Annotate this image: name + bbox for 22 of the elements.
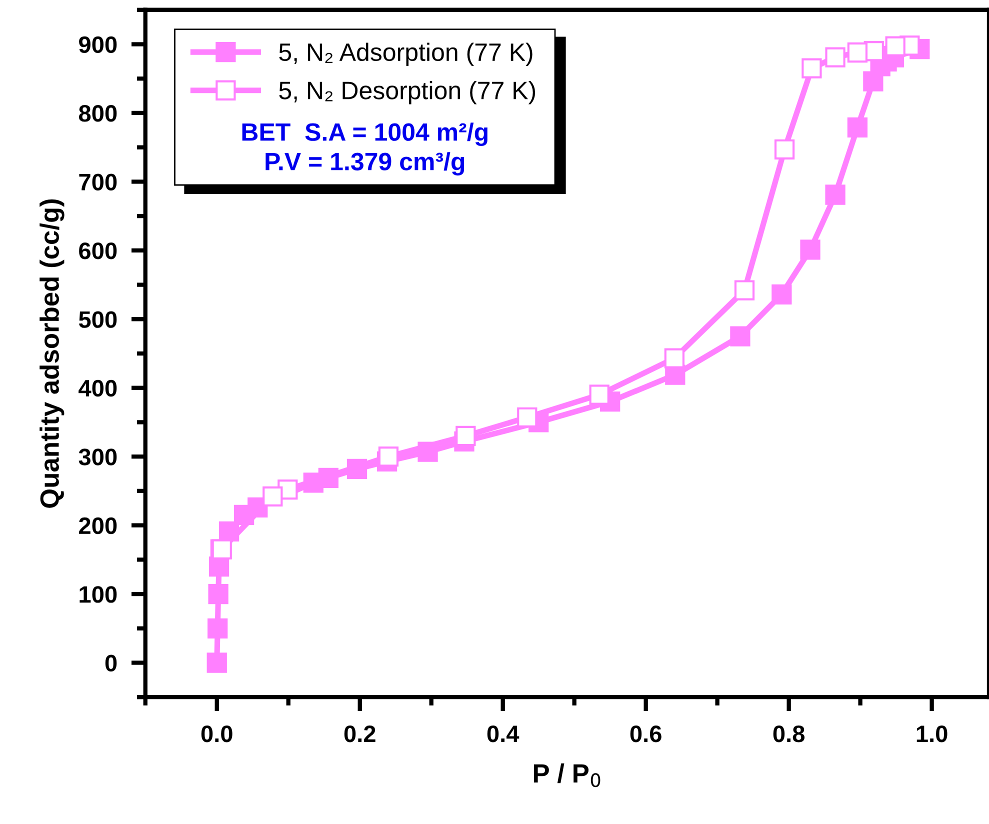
- x-tick-label: 0.2: [344, 726, 376, 742]
- y-tick-label: 300: [78, 448, 117, 466]
- legend-label: 5, N₂ Adsorption (77 K): [279, 42, 532, 66]
- x-tick-label: 0.4: [487, 726, 520, 742]
- y-tick-label: 100: [80, 586, 117, 603]
- y-axis-title: Quantity adsorbed (cc/g): [40, 199, 64, 508]
- x-tick-label: 1.0: [916, 726, 948, 742]
- y-tick-label: 400: [78, 380, 117, 397]
- y-tick-label: 900: [79, 36, 117, 54]
- y-tick-label: 200: [79, 517, 117, 534]
- y-tick-label: 800: [78, 105, 117, 122]
- annotation: P.V = 1.379 cm³/g: [266, 152, 464, 176]
- x-tick-label: 0.8: [773, 726, 805, 742]
- x-tick-label: 0.0: [201, 726, 232, 742]
- x-axis-title: P / P$_{0}$: [534, 763, 600, 788]
- y-tick-label: 500: [78, 311, 117, 328]
- annotation: BET S.A = 1004 m²/g: [242, 122, 488, 146]
- y-tick-label: 0: [105, 654, 117, 672]
- legend-label: 5, N₂ Desorption (77 K): [279, 81, 536, 104]
- y-tick-label: 700: [79, 174, 117, 190]
- x-tick-label: 0.6: [630, 726, 662, 742]
- y-tick-label: 600: [79, 242, 117, 260]
